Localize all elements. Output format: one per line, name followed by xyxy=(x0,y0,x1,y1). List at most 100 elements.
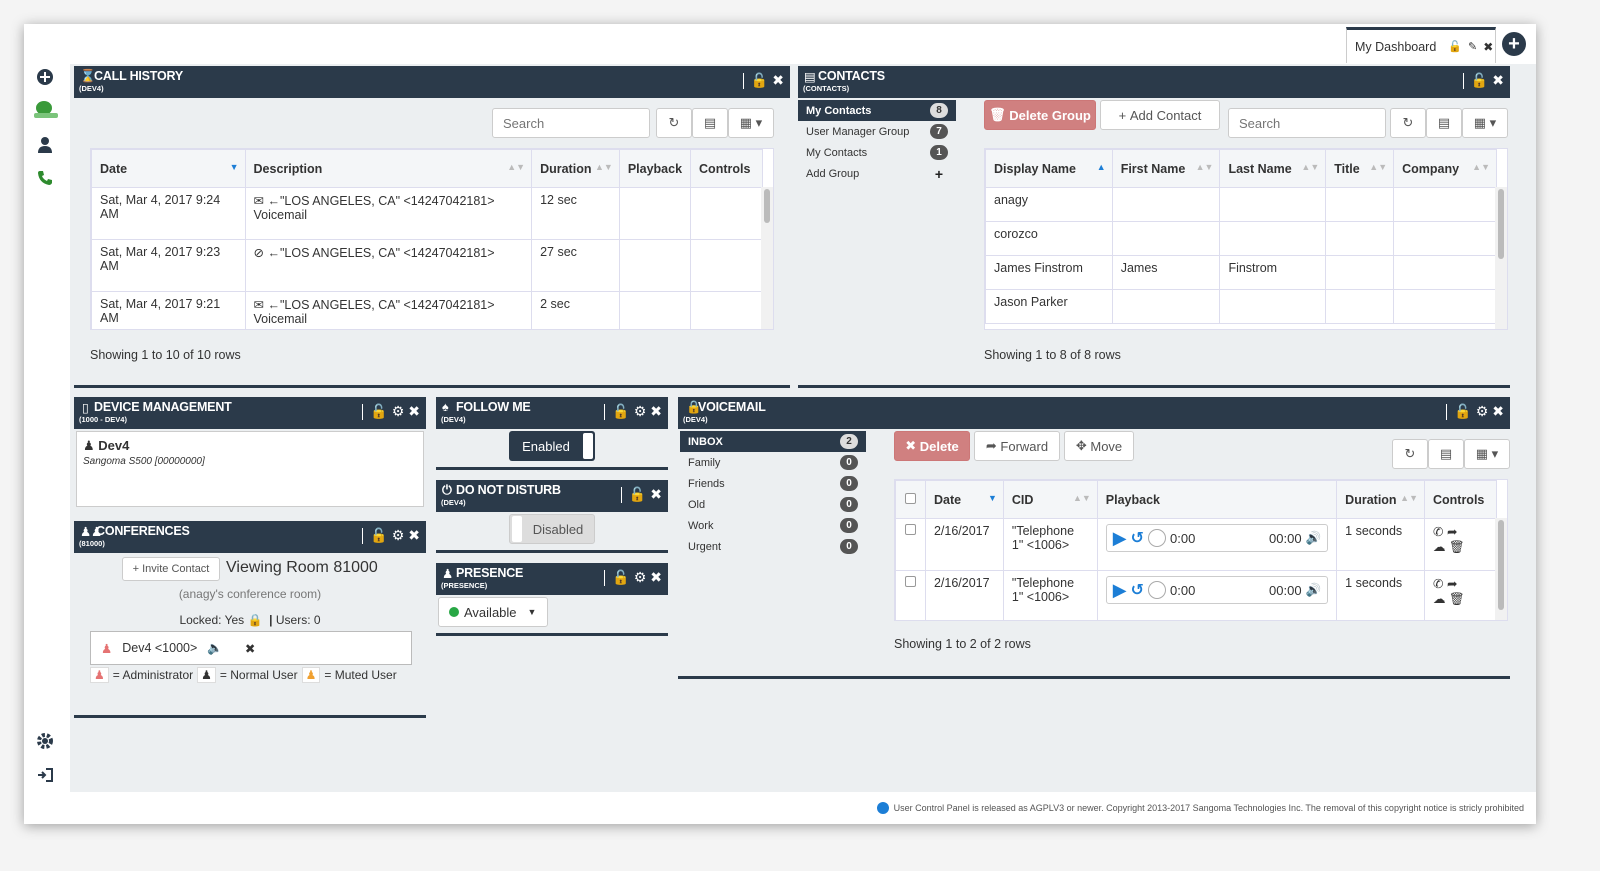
list-item[interactable]: My Contacts 1 xyxy=(798,142,956,163)
folder-item[interactable]: Urgent 0 xyxy=(680,536,866,557)
forward-icon[interactable]: ➦ xyxy=(1446,577,1458,591)
participant-row[interactable]: ♟ Dev4 <1000> 🔈 ✖ xyxy=(90,631,412,665)
col-company[interactable]: Company ▲▼ xyxy=(1393,149,1497,188)
list-item[interactable]: My Contacts 8 xyxy=(798,100,956,121)
close-icon[interactable]: ✖ xyxy=(408,527,420,543)
refresh-button[interactable]: ↻ xyxy=(656,108,692,138)
dnd-toggle[interactable]: Disabled xyxy=(509,514,595,544)
edit-icon[interactable]: ✎ xyxy=(1468,41,1478,53)
unlock-icon[interactable]: 🔓 xyxy=(750,72,769,88)
list-item[interactable]: User Manager Group 7 xyxy=(798,121,956,142)
restart-icon[interactable]: ↺ xyxy=(1130,582,1145,599)
close-icon[interactable]: ✖ xyxy=(650,403,662,419)
table-scrollbar[interactable] xyxy=(761,187,773,329)
folder-item[interactable]: Old 0 xyxy=(680,494,866,515)
add-group-item[interactable]: Add Group + xyxy=(798,163,956,184)
unlock-icon[interactable]: 🔓 xyxy=(612,403,630,419)
close-icon[interactable]: ✖ xyxy=(650,569,662,585)
table-row[interactable]: 2/16/2017 "Telephone 1" <1006> ▶ ↺ 0:00 … xyxy=(895,570,1498,620)
download-icon[interactable]: ☁ xyxy=(1432,592,1446,606)
table-row[interactable]: Jason Parker xyxy=(985,289,1497,324)
gear-icon[interactable]: ⚙ xyxy=(633,403,647,419)
folder-item[interactable]: Friends 0 xyxy=(680,473,866,494)
audio-player[interactable]: ▶ ↺ 0:00 00:00 🔊 xyxy=(1105,524,1329,552)
unlock-icon[interactable]: 🔓 xyxy=(370,527,388,543)
move-button[interactable]: ✥ Move xyxy=(1064,431,1134,461)
add-widget-icon[interactable] xyxy=(34,66,56,88)
row-checkbox[interactable] xyxy=(895,518,926,571)
play-icon[interactable]: ▶ xyxy=(1112,579,1127,600)
unlock-icon[interactable]: 🔓 xyxy=(1470,72,1489,88)
table-row[interactable]: James Finstrom James Finstrom xyxy=(985,255,1497,290)
columns-button[interactable]: ▦ ▾ xyxy=(728,108,774,138)
gear-icon[interactable]: ⚙ xyxy=(1475,403,1489,419)
call-icon[interactable]: ✆ xyxy=(1432,525,1444,539)
close-icon[interactable]: ✖ xyxy=(1492,403,1504,419)
col-date[interactable]: Date ▼ xyxy=(924,480,1004,519)
folder-item[interactable]: Work 0 xyxy=(680,515,866,536)
restart-icon[interactable]: ↺ xyxy=(1130,530,1145,547)
table-row[interactable]: corozco xyxy=(985,221,1497,256)
logout-icon[interactable] xyxy=(34,764,56,786)
table-row[interactable]: Sat, Mar 4, 2017 9:24 AM ✉ ←"LOS ANGELES… xyxy=(91,187,763,240)
unlock-icon[interactable]: 🔓 xyxy=(628,486,647,502)
select-all-checkbox[interactable] xyxy=(895,480,926,519)
row-checkbox[interactable] xyxy=(895,570,926,620)
folder-item[interactable]: INBOX 2 xyxy=(680,431,866,452)
gear-icon[interactable]: ⚙ xyxy=(391,527,405,543)
phone-icon[interactable] xyxy=(34,167,56,189)
call-icon[interactable]: ✆ xyxy=(1432,577,1444,591)
forward-button[interactable]: ➦ Forward xyxy=(974,431,1060,461)
col-last-name[interactable]: Last Name ▲▼ xyxy=(1219,149,1327,188)
delete-button[interactable]: ✖ Delete xyxy=(894,431,970,461)
unlock-icon[interactable]: 🔓 xyxy=(1454,403,1472,419)
add-tab-button[interactable]: + xyxy=(1502,32,1526,56)
search-input[interactable] xyxy=(492,108,650,138)
lock-icon[interactable]: 🔓 xyxy=(1448,41,1462,53)
table-scrollbar[interactable] xyxy=(1495,187,1507,329)
refresh-button[interactable]: ↻ xyxy=(1390,108,1426,138)
col-first-name[interactable]: First Name ▲▼ xyxy=(1111,149,1221,188)
col-title[interactable]: Title ▲▼ xyxy=(1325,149,1395,188)
follow-me-toggle[interactable]: Enabled xyxy=(509,431,595,461)
col-date[interactable]: Date ▼ xyxy=(91,149,246,188)
col-cid[interactable]: CID ▲▼ xyxy=(1002,480,1098,519)
toggle-view-button[interactable]: ▤ xyxy=(1426,108,1462,138)
toggle-view-button[interactable]: ▤ xyxy=(692,108,728,138)
table-row[interactable]: 2/16/2017 "Telephone 1" <1006> ▶ ↺ 0:00 … xyxy=(895,518,1498,571)
close-icon[interactable]: ✖ xyxy=(650,486,662,502)
search-input[interactable] xyxy=(1228,108,1386,138)
close-icon[interactable]: ✖ xyxy=(408,403,420,419)
col-duration[interactable]: Duration ▲▼ xyxy=(1336,480,1425,519)
user-icon[interactable] xyxy=(34,134,56,156)
table-row[interactable]: anagy xyxy=(985,187,1497,222)
download-icon[interactable]: ☁ xyxy=(1432,540,1446,554)
col-display-name[interactable]: Display Name ▲ xyxy=(985,149,1113,188)
col-description[interactable]: Description ▲▼ xyxy=(244,149,533,188)
gear-icon[interactable]: ⚙ xyxy=(633,569,647,585)
presence-select[interactable]: Available ▼ xyxy=(438,597,548,627)
delete-group-button[interactable]: 🗑 Delete Group xyxy=(984,100,1096,130)
toggle-view-button[interactable]: ▤ xyxy=(1428,439,1464,469)
table-row[interactable]: Sat, Mar 4, 2017 9:23 AM ⊘ ←"LOS ANGELES… xyxy=(91,239,763,292)
close-icon[interactable]: ✖ xyxy=(1492,72,1504,88)
audio-player[interactable]: ▶ ↺ 0:00 00:00 🔊 xyxy=(1105,576,1329,604)
gear-icon[interactable]: ⚙ xyxy=(391,403,405,419)
volume-icon[interactable]: 🔊 xyxy=(1305,582,1322,597)
invite-contact-button[interactable]: + Invite Contact xyxy=(122,557,220,581)
forward-icon[interactable]: ➦ xyxy=(1446,525,1458,539)
close-icon[interactable]: ✖ xyxy=(772,72,784,88)
volume-icon[interactable]: 🔊 xyxy=(1305,530,1322,545)
col-duration[interactable]: Duration ▲▼ xyxy=(531,149,620,188)
columns-button[interactable]: ▦ ▾ xyxy=(1462,108,1508,138)
folder-item[interactable]: Family 0 xyxy=(680,452,866,473)
settings-icon[interactable] xyxy=(34,730,56,752)
seek-handle[interactable] xyxy=(1148,581,1167,599)
columns-button[interactable]: ▦ ▾ xyxy=(1464,439,1510,469)
mute-icon[interactable]: 🔈 xyxy=(207,640,223,655)
unlock-icon[interactable]: 🔓 xyxy=(370,403,388,419)
unlock-icon[interactable]: 🔓 xyxy=(612,569,630,585)
kick-icon[interactable]: ✖ xyxy=(244,641,256,656)
seek-handle[interactable] xyxy=(1148,529,1167,547)
trash-icon[interactable]: 🗑 xyxy=(1448,592,1465,606)
